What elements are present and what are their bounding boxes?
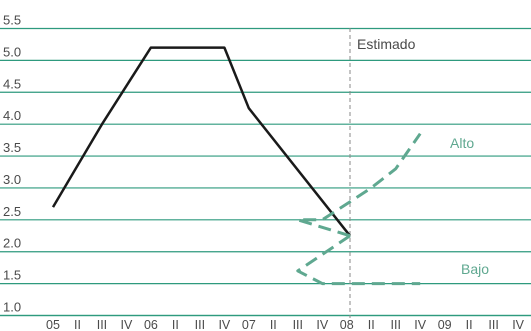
- y-tick-label: 3.5: [3, 140, 21, 155]
- x-tick-label: IV: [121, 318, 133, 331]
- x-tick-label: 08: [340, 318, 354, 331]
- x-tick-label: 07: [242, 318, 256, 331]
- x-tick-label: III: [293, 318, 303, 331]
- x-tick-label: 05: [46, 318, 60, 331]
- x-tick-label: II: [172, 318, 179, 331]
- x-tick-label: III: [391, 318, 401, 331]
- x-tick-label: II: [466, 318, 473, 331]
- series-line-historical: [51, 46, 351, 237]
- y-tick-label: 5.5: [3, 13, 21, 28]
- x-tick-label: IV: [316, 318, 328, 331]
- x-tick-label: IV: [414, 318, 426, 331]
- y-tick-label: 4.5: [3, 76, 21, 91]
- x-tick-label: IV: [512, 318, 524, 331]
- x-tick-label: 09: [438, 318, 452, 331]
- x-tick-label: II: [270, 318, 277, 331]
- x-tick-label: III: [195, 318, 205, 331]
- y-tick-label: 4.0: [3, 108, 21, 123]
- y-tick-label: 3.0: [3, 172, 21, 187]
- y-tick-label: 1.0: [3, 300, 21, 315]
- x-tick-label: 06: [144, 318, 158, 331]
- x-tick-label: IV: [218, 318, 230, 331]
- y-tick-label: 5.0: [3, 44, 21, 59]
- annotation-estimado: Estimado: [357, 36, 416, 52]
- annotation-alto: Alto: [450, 135, 474, 151]
- y-axis-tick-labels: 1.0 1.5 2.0 2.5 3.0 3.5 4.0 4.5 5.0 5.5: [3, 13, 21, 315]
- x-tick-label: II: [74, 318, 81, 331]
- series-line-alto: [296, 132, 422, 238]
- series-line-bajo: [296, 234, 421, 286]
- y-tick-label: 2.5: [3, 204, 21, 219]
- annotation-bajo: Bajo: [461, 261, 489, 277]
- series-lines: [51, 46, 422, 286]
- y-tick-label: 1.5: [3, 268, 21, 283]
- x-axis-tick-labels: 05 II III IV 06 II III IV 07 II III IV 08 II III IV 09 II…: [46, 318, 525, 331]
- x-tick-label: III: [97, 318, 107, 331]
- grid-lines: [0, 27, 531, 317]
- y-tick-label: 2.0: [3, 236, 21, 251]
- x-tick-label: III: [488, 318, 498, 331]
- x-tick-label: II: [368, 318, 375, 331]
